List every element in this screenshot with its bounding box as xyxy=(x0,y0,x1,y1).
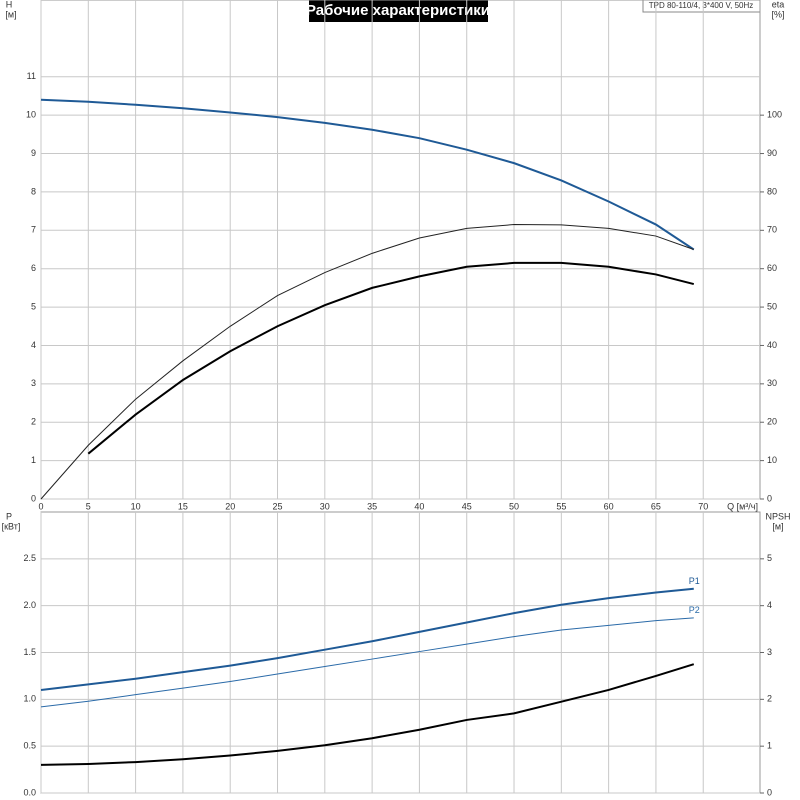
x-tick-label: 45 xyxy=(462,501,472,511)
y-axis-label: H xyxy=(6,0,13,9)
x-tick-label: 55 xyxy=(556,501,566,511)
x-tick-label: 50 xyxy=(509,501,519,511)
y-tick-label: 2 xyxy=(31,417,36,427)
y2-tick-label: 20 xyxy=(767,417,777,427)
y2-tick-label: 5 xyxy=(767,553,772,563)
y-tick-label: 5 xyxy=(31,301,36,311)
curve xyxy=(40,617,694,708)
y-tick-label: 2.0 xyxy=(23,600,36,610)
y-axis-unit: [кВт] xyxy=(2,521,21,531)
y-tick-label: 1.5 xyxy=(23,647,36,657)
curve xyxy=(40,663,695,766)
x-tick-label: 30 xyxy=(320,501,330,511)
curve xyxy=(87,261,695,455)
y2-tick-label: 0 xyxy=(767,493,772,503)
y-tick-label: 3 xyxy=(31,378,36,388)
y2-tick-label: 70 xyxy=(767,225,777,235)
y2-tick-label: 1 xyxy=(767,741,772,751)
y-tick-label: 0.0 xyxy=(23,787,36,797)
y2-tick-label: 10 xyxy=(767,455,777,465)
y2-tick-label: 4 xyxy=(767,600,772,610)
y-tick-label: 9 xyxy=(31,148,36,158)
y-tick-label: 10 xyxy=(26,110,36,120)
x-tick-label: 5 xyxy=(86,501,91,511)
y2-tick-label: 2 xyxy=(767,694,772,704)
y2-tick-label: 60 xyxy=(767,263,777,273)
x-tick-label: 70 xyxy=(698,501,708,511)
y2-tick-label: 50 xyxy=(767,301,777,311)
curve-label: P1 xyxy=(689,576,700,586)
curve xyxy=(40,587,694,691)
plot-frame xyxy=(40,0,761,500)
x-tick-label: 15 xyxy=(178,501,188,511)
y-tick-label: 1 xyxy=(31,455,36,465)
y-tick-label: 2.5 xyxy=(23,553,36,563)
title-box xyxy=(309,0,488,22)
y2-tick-label: 3 xyxy=(767,647,772,657)
y2-tick-label: 90 xyxy=(767,148,777,158)
y2-tick-label: 0 xyxy=(767,787,772,797)
x-tick-label: 40 xyxy=(414,501,424,511)
y2-axis-unit: [м] xyxy=(772,521,783,531)
curve xyxy=(40,98,695,251)
y-tick-label: 6 xyxy=(31,263,36,273)
y2-tick-label: 80 xyxy=(767,186,777,196)
x-tick-label: 10 xyxy=(131,501,141,511)
x-tick-label: 20 xyxy=(225,501,235,511)
y2-axis-unit: [%] xyxy=(771,9,784,19)
model-label: TPD 80-110/4, 3*400 V, 50Hz xyxy=(649,1,754,10)
y-tick-label: 1.0 xyxy=(23,694,36,704)
y-tick-label: 0.5 xyxy=(23,741,36,751)
y-axis-unit: [м] xyxy=(5,9,16,19)
x-tick-label: 35 xyxy=(367,501,377,511)
x-tick-label: 60 xyxy=(604,501,614,511)
y2-axis-label: NPSH xyxy=(765,511,790,521)
y2-tick-label: 40 xyxy=(767,340,777,350)
x-tick-label: 25 xyxy=(273,501,283,511)
y2-tick-label: 100 xyxy=(767,110,782,120)
x-axis-label: Q [м³/ч] xyxy=(727,501,758,511)
x-tick-label: 0 xyxy=(38,501,43,511)
y2-axis-label: eta xyxy=(772,0,785,9)
y-tick-label: 4 xyxy=(31,340,36,350)
y-axis-label: P xyxy=(6,511,12,521)
curve-label: P2 xyxy=(689,605,700,615)
y-tick-label: 11 xyxy=(27,71,36,81)
y2-tick-label: 30 xyxy=(767,378,777,388)
y-tick-label: 8 xyxy=(31,186,36,196)
y-tick-label: 7 xyxy=(31,225,36,235)
y-tick-label: 0 xyxy=(31,493,36,503)
chart-title: Рабочие характеристики xyxy=(306,2,490,19)
curve xyxy=(40,224,694,500)
x-tick-label: 65 xyxy=(651,501,661,511)
